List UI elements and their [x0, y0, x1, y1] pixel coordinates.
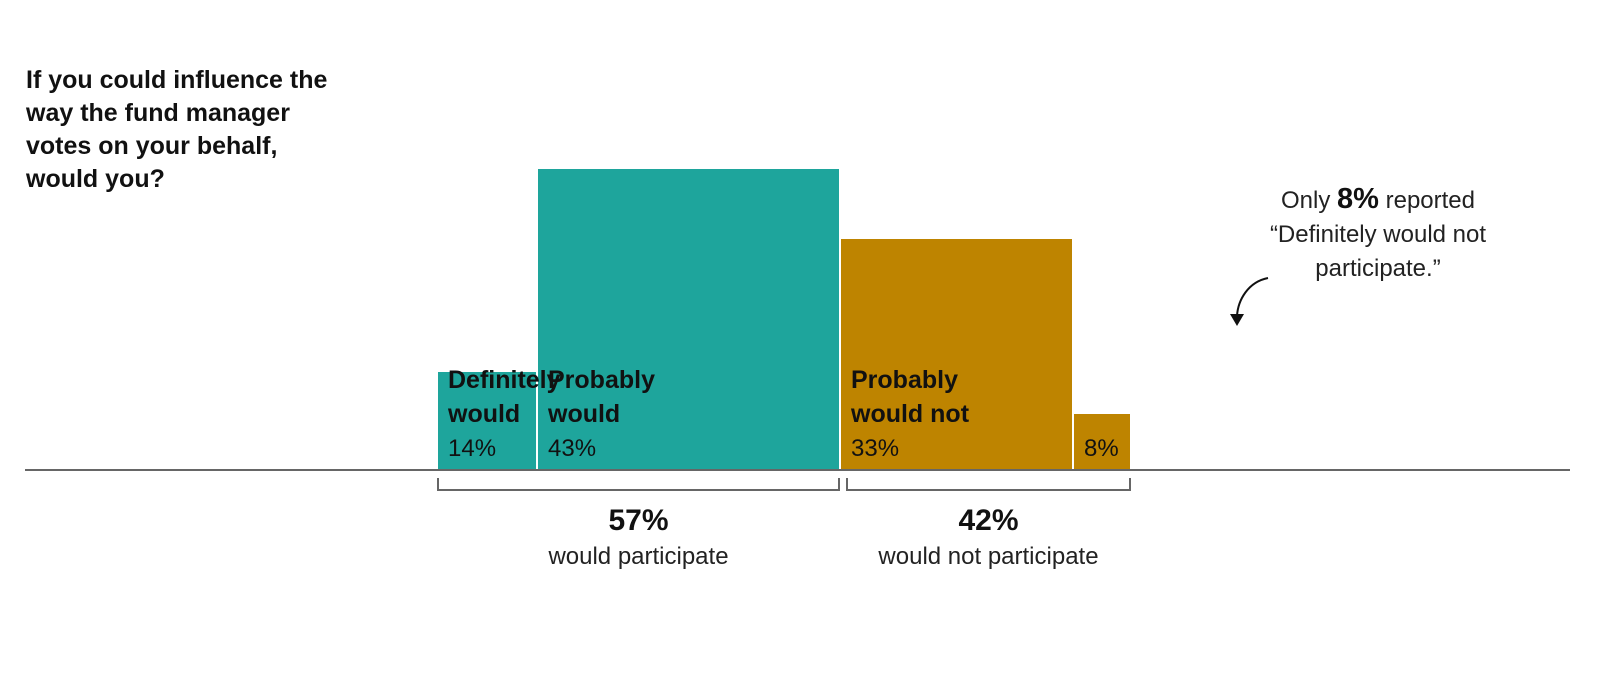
bar-definitely-would-not [1074, 414, 1130, 470]
chart-title: If you could influence the way the fund … [26, 64, 386, 196]
bar-category-label: would [547, 400, 620, 428]
group-percent: 57% [608, 504, 668, 537]
annotation-prefix: Only [1281, 187, 1337, 214]
annotation-arrow [1236, 277, 1269, 317]
bar-value-label: 14% [448, 435, 496, 462]
group-label: would not participate [877, 543, 1098, 570]
bar-value-label: 33% [851, 435, 899, 462]
bar-probably-would [538, 169, 839, 470]
annotation-arrowhead-icon [1230, 314, 1244, 326]
group-brackets [437, 478, 1131, 491]
bar-category-label: Definitely [448, 366, 561, 394]
bar-probably-would-not [841, 239, 1072, 470]
group-percent: 42% [958, 504, 1018, 537]
bar-category-label: Probably [548, 366, 655, 394]
chart-title-line: votes on your behalf, [26, 132, 278, 160]
group-label: would participate [547, 543, 728, 570]
annotation-highlight: 8% [1337, 183, 1379, 215]
bar-definitely-would [438, 372, 536, 470]
annotation-line: Only 8% reported [1281, 183, 1475, 215]
bar-value-label: 8% [1084, 435, 1119, 462]
annotation-suffix: reported [1379, 187, 1475, 214]
group-bracket [437, 478, 840, 491]
chart-title-line: way the fund manager [26, 99, 290, 127]
annotation-line: participate.” [1315, 255, 1440, 282]
bar-category-label: would [447, 400, 520, 428]
bars-layer [438, 169, 1130, 470]
chart-title-line: If you could influence the [26, 66, 328, 94]
bar-category-label: Probably [851, 366, 958, 394]
bar-labels-layer: Definitely would 14% Probably would 43% Probab… [447, 366, 1119, 570]
bar-category-label: would not [850, 400, 970, 428]
annotation: Only 8% reported “Definitely would not par… [1230, 183, 1486, 326]
bar-value-label: 43% [548, 435, 596, 462]
group-bracket [846, 478, 1131, 491]
annotation-line: “Definitely would not [1270, 221, 1486, 248]
chart-title-line: would you? [26, 165, 165, 193]
